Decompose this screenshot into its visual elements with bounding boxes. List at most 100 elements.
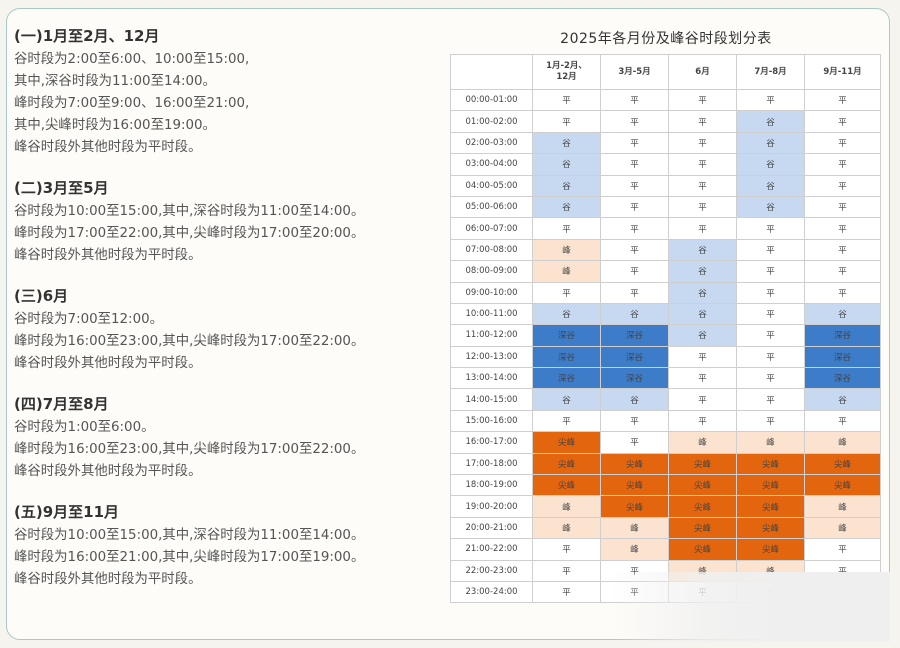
- time-of-use-table: 1月-2月、 12月 3月-5月 6月 7月-8月 9月-11月 00:00-01…: [450, 54, 881, 604]
- period-cell: 平: [736, 302, 805, 326]
- table-row: 01:00-02:00 平平平谷平: [450, 110, 881, 133]
- section-5: (五)9月至11月 谷时段为10:00至15:00,其中,深谷时段为11:00至…: [14, 502, 444, 591]
- time-slot-cell: 19:00-20:00: [450, 495, 533, 518]
- period-cell: 尖峰: [600, 452, 669, 476]
- section-line: 峰谷时段外其他时段为平时段。: [14, 248, 202, 263]
- period-cell: 深谷: [532, 345, 601, 369]
- section-line: 谷时段为1:00至6:00。: [14, 420, 155, 435]
- section-line: 谷时段为10:00至15:00,其中,深谷时段为11:00至14:00。: [14, 204, 365, 219]
- table-row: 08:00-09:00 峰平谷平平: [450, 260, 881, 283]
- period-cell: 谷: [532, 302, 601, 326]
- period-cell: 平: [736, 281, 805, 304]
- table-row: 07:00-08:00 峰平谷平平: [450, 238, 881, 262]
- section-line: 谷时段为10:00至15:00,其中,深谷时段为11:00至14:00。: [14, 528, 365, 543]
- period-cell: 尖峰: [668, 495, 737, 518]
- period-cell: 平: [804, 281, 881, 304]
- section-line: 峰谷时段外其他时段为平时段。: [14, 572, 202, 587]
- time-slot-cell: 13:00-14:00: [450, 367, 533, 390]
- header-jun: 6月: [668, 54, 737, 90]
- period-cell: 平: [736, 217, 805, 240]
- period-cell: 平: [736, 409, 805, 433]
- time-slot-cell: 12:00-13:00: [450, 345, 533, 369]
- period-cell: 峰: [532, 516, 601, 540]
- time-slot-cell: 05:00-06:00: [450, 195, 533, 219]
- table-row: 00:00-01:00 平平平平平: [450, 88, 881, 112]
- period-cell: 平: [600, 88, 669, 112]
- table-row: 02:00-03:00 谷平平谷平: [450, 131, 881, 155]
- period-cell: 平: [600, 238, 669, 262]
- period-cell: 平: [736, 388, 805, 411]
- period-cell: 平: [668, 388, 737, 411]
- period-cell: 深谷: [600, 367, 669, 390]
- header-jan-feb-dec: 1月-2月、 12月: [532, 54, 601, 90]
- section-3: (三)6月 谷时段为7:00至12:00。 峰时段为16:00至23:00,其中…: [14, 286, 444, 375]
- period-cell: 尖峰: [532, 452, 601, 476]
- period-cell: 谷: [668, 302, 737, 326]
- section-line: 峰时段为16:00至23:00,其中,尖峰时段为17:00至22:00。: [14, 442, 365, 457]
- header-time-corner: [450, 54, 533, 90]
- section-2: (二)3月至5月 谷时段为10:00至15:00,其中,深谷时段为11:00至1…: [14, 178, 444, 267]
- table-row: 06:00-07:00 平平平平平: [450, 217, 881, 240]
- period-cell: 平: [532, 580, 601, 604]
- period-cell: 尖峰: [600, 474, 669, 497]
- period-cell: 平: [804, 174, 881, 197]
- period-cell: 平: [736, 88, 805, 112]
- table-row: 19:00-20:00 峰尖峰 尖峰 尖峰峰: [450, 495, 881, 518]
- section-line: 谷时段为7:00至12:00。: [14, 312, 164, 327]
- period-cell: 谷: [532, 131, 601, 155]
- period-cell: 平: [668, 367, 737, 390]
- period-cell: 平: [736, 324, 805, 347]
- period-cell: 平: [736, 260, 805, 283]
- table-body: 00:00-01:00 平平平平平 01:00-02:00 平平平谷平 02:00-03…: [450, 88, 881, 604]
- period-cell: 尖峰: [668, 452, 737, 476]
- header-sep-nov: 9月-11月: [804, 54, 881, 90]
- table-row: 21:00-22:00 平峰尖峰 尖峰平: [450, 538, 881, 561]
- table-row: 18:00-19:00 尖峰 尖峰 尖峰 尖峰 尖峰: [450, 474, 881, 497]
- period-cell: 谷: [736, 195, 805, 219]
- period-cell: 尖峰: [668, 538, 737, 561]
- table-row: 20:00-21:00 峰峰尖峰 尖峰峰: [450, 516, 881, 540]
- period-cell: 平: [668, 153, 737, 176]
- period-cell: 平: [532, 559, 601, 582]
- time-slot-cell: 22:00-23:00: [450, 559, 533, 582]
- period-cell: 平: [668, 88, 737, 112]
- time-slot-cell: 09:00-10:00: [450, 281, 533, 304]
- table-header-row: 1月-2月、 12月 3月-5月 6月 7月-8月 9月-11月: [450, 54, 881, 90]
- period-cell: 平: [532, 409, 601, 433]
- period-cell: 深谷: [600, 324, 669, 347]
- period-cell: 平: [804, 238, 881, 262]
- period-cell: 谷: [736, 153, 805, 176]
- period-cell: 平: [804, 88, 881, 112]
- section-title: (五)9月至11月: [14, 503, 120, 521]
- table-row: 04:00-05:00 谷平平谷平: [450, 174, 881, 197]
- period-cell: 峰: [804, 495, 881, 518]
- period-cell: 平: [532, 88, 601, 112]
- section-title: (四)7月至8月: [14, 395, 109, 413]
- period-cell: 谷: [668, 324, 737, 347]
- period-cell: 平: [600, 260, 669, 283]
- period-cell: 平: [804, 538, 881, 561]
- section-line: 其中,深谷时段为11:00至14:00。: [14, 74, 216, 89]
- section-line: 谷时段为2:00至6:00、10:00至15:00,: [14, 52, 250, 67]
- time-slot-cell: 04:00-05:00: [450, 174, 533, 197]
- period-cell: 平: [668, 409, 737, 433]
- section-line: 峰谷时段外其他时段为平时段。: [14, 140, 202, 155]
- section-line: 峰时段为16:00至23:00,其中,尖峰时段为17:00至22:00。: [14, 334, 365, 349]
- period-cell: 平: [804, 409, 881, 433]
- section-line: 峰谷时段外其他时段为平时段。: [14, 356, 202, 371]
- period-cell: 深谷: [804, 324, 881, 347]
- table-row: 10:00-11:00 谷谷谷平谷: [450, 302, 881, 326]
- time-slot-cell: 01:00-02:00: [450, 110, 533, 133]
- period-cell: 谷: [532, 195, 601, 219]
- period-cell: 峰: [532, 260, 601, 283]
- period-cell: 深谷: [600, 345, 669, 369]
- period-cell: 尖峰: [804, 452, 881, 476]
- period-cell: 平: [804, 153, 881, 176]
- table-row: 13:00-14:00 深谷 深谷平平深谷: [450, 367, 881, 390]
- period-cell: 深谷: [804, 367, 881, 390]
- period-cell: 谷: [668, 281, 737, 304]
- period-cell: 平: [532, 217, 601, 240]
- period-cell: 谷: [600, 302, 669, 326]
- period-cell: 平: [736, 345, 805, 369]
- period-cell: 峰: [804, 431, 881, 454]
